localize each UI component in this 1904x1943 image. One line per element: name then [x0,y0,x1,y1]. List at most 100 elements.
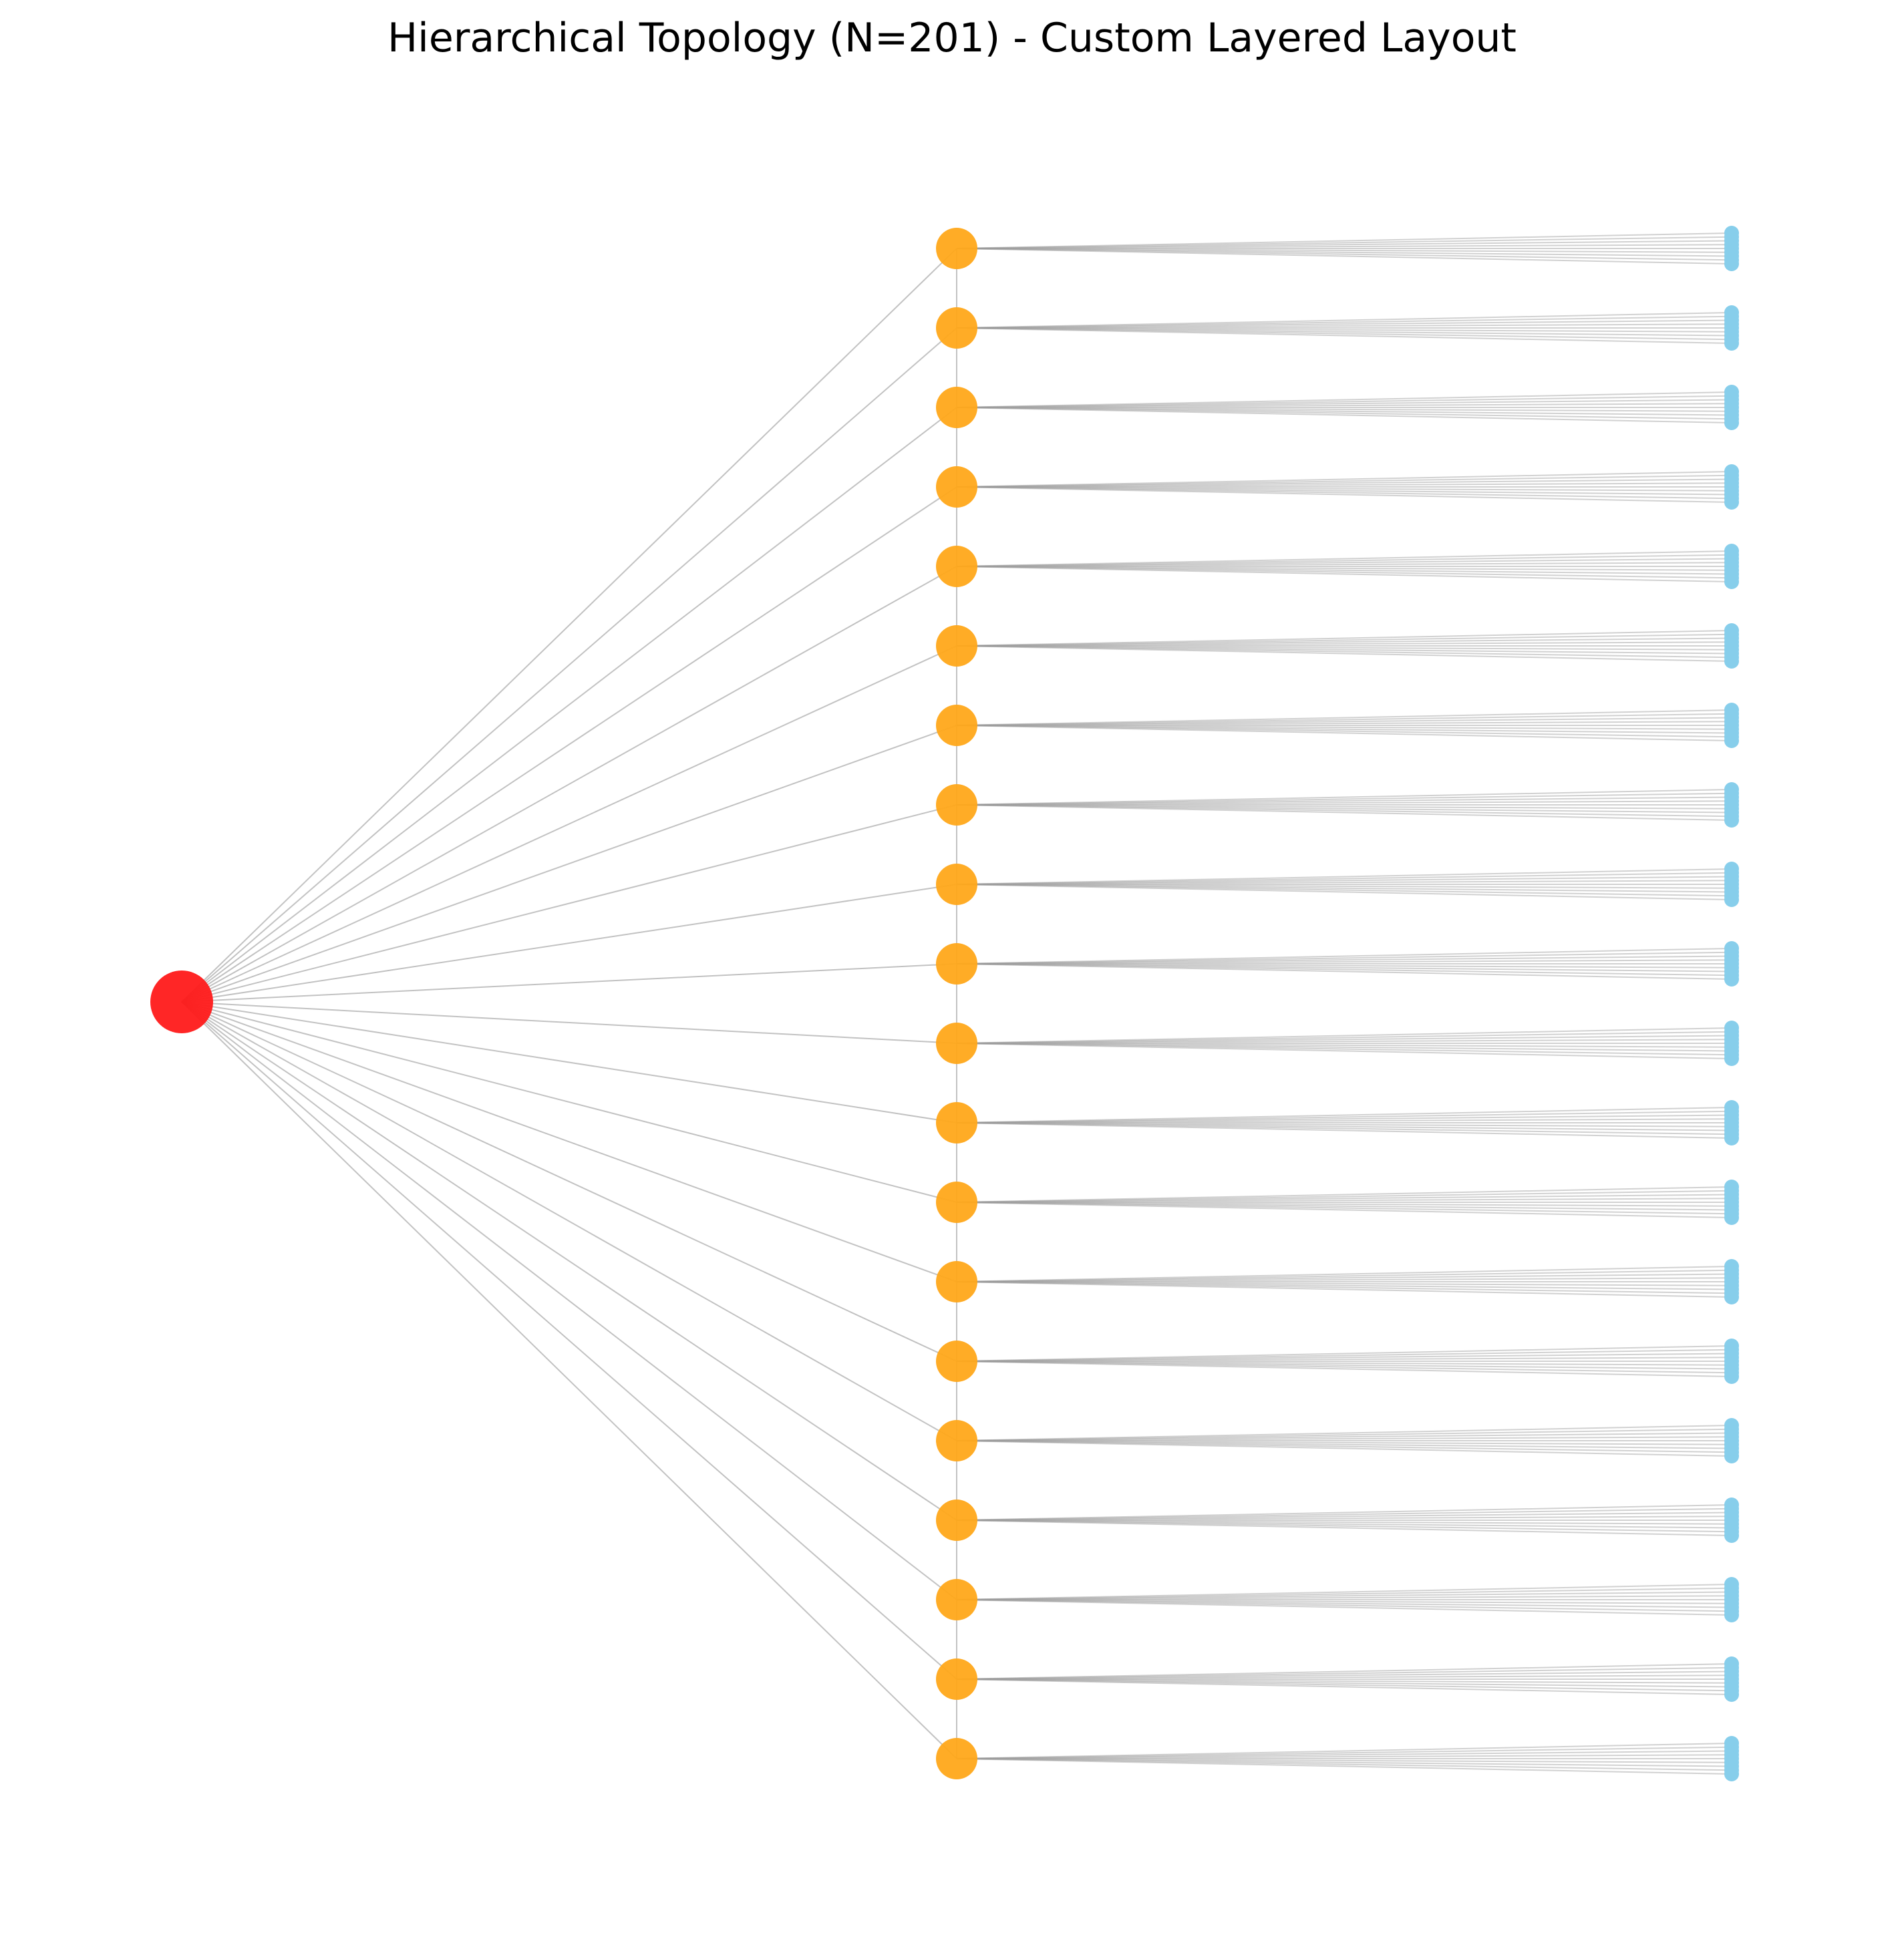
edge-root-to-aggregation [181,963,957,1003]
leaf-node [1724,415,1739,430]
edge-root-to-aggregation [181,645,957,1003]
leaf-node [1724,495,1739,510]
edge-aggregation-to-leaf [956,717,1732,726]
edge-aggregation-to-leaf [956,566,1732,575]
edge-aggregation-to-leaf [956,1266,1732,1282]
edge-aggregation-to-leaf [956,1599,1732,1616]
edge-aggregation-to-leaf [956,403,1732,408]
edge-aggregation-to-leaf [956,804,1732,814]
leaf-node [1724,1051,1739,1066]
edge-aggregation-to-leaf [956,1281,1732,1294]
edge-aggregation-to-leaf [956,1361,1732,1377]
edge-aggregation-to-leaf [956,633,1732,647]
edge-aggregation-to-leaf [956,566,1732,579]
aggregation-node [936,784,977,826]
edge-aggregation-to-leaf [956,963,1732,977]
edge-aggregation-to-leaf [956,725,1732,730]
edge-aggregation-to-leaf [956,963,1732,973]
edge-aggregation-to-leaf [956,1043,1732,1048]
edge-aggregation-to-leaf [956,1754,1732,1759]
edge-aggregation-to-leaf [956,1432,1732,1441]
edge-aggregation-to-leaf [956,1031,1732,1044]
aggregation-node [936,1738,977,1779]
edge-aggregation-to-leaf [956,1110,1732,1123]
edge-aggregation-to-leaf [956,1520,1732,1525]
edge-aggregation-to-leaf [956,1743,1732,1759]
edge-aggregation-to-leaf [956,1118,1732,1123]
edge-aggregation-to-leaf [956,566,1732,571]
aggregation-node [936,546,977,587]
edge-aggregation-to-leaf [956,1202,1732,1218]
edge-aggregation-to-leaf [956,248,1732,261]
edge-root-to-aggregation [181,884,957,1003]
edge-aggregation-to-leaf [956,1591,1732,1600]
edge-aggregation-to-leaf [956,1599,1732,1608]
edge-aggregation-to-leaf [956,1750,1732,1759]
leaf-node [1724,1687,1739,1702]
edge-aggregation-to-leaf [956,1035,1732,1044]
edge-aggregation-to-leaf [956,1194,1732,1203]
aggregation-node [936,1182,977,1223]
edge-root-to-aggregation [181,1001,957,1759]
edge-aggregation-to-leaf [956,721,1732,726]
edge-aggregation-to-leaf [956,1512,1732,1521]
leaf-node [1724,256,1739,271]
edge-aggregation-to-leaf [956,1107,1732,1123]
edge-root-to-aggregation [181,1001,957,1521]
edge-aggregation-to-leaf [956,876,1732,885]
edge-aggregation-to-leaf [956,236,1732,249]
edge-aggregation-to-leaf [956,327,1732,337]
edge-aggregation-to-leaf [956,804,1732,818]
edge-aggregation-to-leaf [956,1595,1732,1600]
leaf-node [1724,574,1739,589]
edge-aggregation-to-leaf [956,554,1732,567]
edge-aggregation-to-leaf [956,884,1732,893]
edge-aggregation-to-leaf [956,248,1732,257]
edge-root-to-aggregation [181,1001,957,1680]
edge-root-to-aggregation [181,566,957,1003]
edge-aggregation-to-leaf [956,1758,1732,1775]
edge-aggregation-to-leaf [956,399,1732,408]
root-node [150,970,213,1033]
edge-aggregation-to-leaf [956,630,1732,647]
edge-aggregation-to-leaf [956,872,1732,885]
edge-aggregation-to-leaf [956,1520,1732,1533]
edge-aggregation-to-leaf [956,1122,1732,1127]
diagram-title: Hierarchical Topology (N=201) - Custom L… [387,15,1517,61]
edge-aggregation-to-leaf [956,407,1732,420]
aggregation-node [936,1420,977,1461]
edge-aggregation-to-leaf [956,959,1732,964]
leaf-node [1724,1608,1739,1622]
edge-aggregation-to-leaf [956,327,1732,344]
aggregation-node [936,387,977,428]
leaf-node [1724,972,1739,987]
aggregation-node [936,1499,977,1541]
edge-aggregation-to-leaf [956,566,1732,582]
aggregation-node [936,1341,977,1382]
edge-aggregation-to-leaf [956,868,1732,885]
edge-root-to-aggregation [181,486,957,1003]
edge-aggregation-to-leaf [956,645,1732,659]
edge-aggregation-to-leaf [956,327,1732,341]
aggregation-node [936,228,977,269]
edge-aggregation-to-leaf [956,482,1732,488]
edge-aggregation-to-leaf [956,1679,1732,1695]
edge-aggregation-to-leaf [956,558,1732,567]
aggregation-node [936,943,977,985]
edge-aggregation-to-leaf [956,1584,1732,1600]
edge-aggregation-to-leaf [956,796,1732,806]
leaf-node [1724,336,1739,351]
edge-aggregation-to-leaf [956,1039,1732,1044]
edge-root-to-aggregation [181,1001,957,1123]
edge-aggregation-to-leaf [956,486,1732,500]
leaf-node [1724,813,1739,828]
edge-aggregation-to-leaf [956,1269,1732,1282]
edge-aggregation-to-leaf [956,1666,1732,1680]
edge-root-to-aggregation [181,1001,957,1600]
edge-aggregation-to-leaf [956,645,1732,655]
edge-aggregation-to-leaf [956,725,1732,738]
edge-aggregation-to-leaf [956,486,1732,492]
edge-aggregation-to-leaf [956,319,1732,329]
edge-aggregation-to-leaf [956,486,1732,496]
edge-aggregation-to-leaf [956,407,1732,412]
